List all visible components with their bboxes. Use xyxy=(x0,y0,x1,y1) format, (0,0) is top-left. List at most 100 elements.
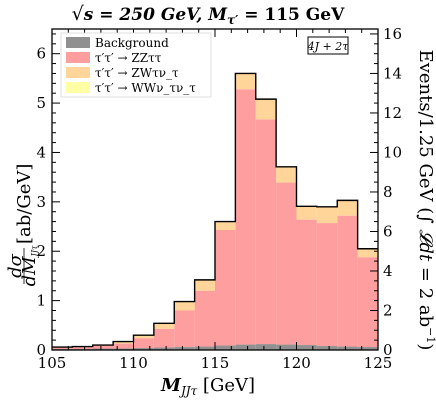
bar-2-11 xyxy=(276,166,297,183)
title-s: s = 250 GeV, M xyxy=(83,5,228,25)
bar-2-10 xyxy=(255,99,277,120)
bars-layer xyxy=(52,73,378,350)
y-axis-label-den-main: dM xyxy=(19,256,40,287)
y2-axis-label: Events/1.25 GeV (∫ 𝓛dt = 2 ab−1) xyxy=(415,50,436,351)
title-tail: = 115 GeV xyxy=(238,5,345,25)
y2-tick-label-0: 0 xyxy=(383,341,393,359)
x-tick-label-125: 125 xyxy=(364,354,393,372)
y-tick-label-2: 2 xyxy=(36,242,46,260)
y-axis-label-den: dMJJτ xyxy=(19,245,40,286)
bar-1-5 xyxy=(153,328,175,348)
channel-tag: 4J + 2τ xyxy=(307,36,350,55)
bar-1-10 xyxy=(255,119,277,345)
y-axis-label-num: dσ xyxy=(5,253,26,278)
channel-tag-box xyxy=(307,36,349,55)
bar-0-13 xyxy=(316,346,338,350)
bar-2-7 xyxy=(194,279,215,291)
x-tick-label-110: 110 xyxy=(119,354,148,372)
x-axis-label: MJJτ [GeV] xyxy=(160,375,255,398)
legend-swatch-1 xyxy=(66,52,90,63)
bar-1-7 xyxy=(194,290,215,347)
bar-1-9 xyxy=(235,89,256,345)
bar-1-13 xyxy=(316,223,338,347)
y2-tick-label-8: 8 xyxy=(383,183,393,201)
bar-0-6 xyxy=(174,347,195,350)
bar-1-12 xyxy=(296,219,317,346)
channel-tag-text: 4J + 2τ xyxy=(307,40,350,53)
bar-1-2 xyxy=(92,345,114,349)
bar-1-14 xyxy=(337,215,358,347)
y-tick-label-3: 3 xyxy=(36,193,46,211)
total-outline xyxy=(52,72,378,348)
x-tick-label-120: 120 xyxy=(282,354,311,372)
bar-1-1 xyxy=(72,347,93,350)
bar-1-11 xyxy=(276,182,297,345)
bar-0-7 xyxy=(194,346,215,350)
legend-swatch-0 xyxy=(66,37,90,48)
chart-title: √s = 250 GeV, Mτ′ = 115 GeV xyxy=(72,3,345,27)
bar-2-14 xyxy=(337,200,358,216)
y2-tick-label-6: 6 xyxy=(383,222,393,240)
bar-1-6 xyxy=(174,310,195,348)
plot-frame xyxy=(51,28,379,351)
title-sub: τ′ xyxy=(227,13,239,27)
bar-0-8 xyxy=(215,345,236,350)
bar-0-3 xyxy=(113,348,134,350)
bar-1-8 xyxy=(215,229,236,346)
y-axis-label-unit: [ab/GeV] xyxy=(14,164,35,244)
legend-label-2: τ′τ′ → ZWτν_τ xyxy=(95,66,179,80)
y2-axis-label-main: Events/1.25 GeV (∫ xyxy=(415,50,436,230)
bar-1-4 xyxy=(133,338,154,349)
y-axis-label-den-sub: JJτ xyxy=(30,245,39,258)
title-sqrt: √ xyxy=(72,3,85,25)
y2-tick-label-4: 4 xyxy=(383,262,393,280)
y2-tick-label-2: 2 xyxy=(383,301,393,319)
x-tick-label-115: 115 xyxy=(201,354,230,372)
y2-tick-label-10: 10 xyxy=(383,143,402,161)
legend-label-3: τ′τ′ → WWν_τν_τ xyxy=(95,81,196,95)
y2-tick-label-16: 16 xyxy=(383,25,402,43)
bar-2-15 xyxy=(357,248,378,258)
y-tick-label-0: 0 xyxy=(36,341,46,359)
bar-1-0 xyxy=(52,347,73,350)
bar-0-2 xyxy=(92,348,114,350)
bar-0-14 xyxy=(337,346,358,350)
bar-2-3 xyxy=(113,341,134,344)
bar-0-5 xyxy=(153,347,175,350)
outline-layer xyxy=(52,72,378,348)
y2-axis-label-sup: −1 xyxy=(424,327,436,343)
bar-2-12 xyxy=(296,206,317,220)
bar-2-8 xyxy=(215,221,236,230)
bar-0-11 xyxy=(276,344,297,350)
bar-0-9 xyxy=(235,344,256,350)
bar-2-5 xyxy=(153,323,175,329)
bar-1-3 xyxy=(113,343,134,349)
bar-2-4 xyxy=(133,335,154,339)
legend-swatch-3 xyxy=(66,82,90,93)
x-axis-label-unit: [GeV] xyxy=(197,375,255,396)
bar-0-15 xyxy=(357,347,378,350)
bar-2-13 xyxy=(316,206,338,224)
y2-axis-label-tail: = 2 ab xyxy=(415,261,436,327)
bar-0-10 xyxy=(255,344,277,350)
y2-axis-label-text: Events/1.25 GeV (∫ 𝓛dt = 2 ab−1) xyxy=(415,50,436,351)
bar-0-4 xyxy=(133,348,154,350)
y2-axis-label-lum: 𝓛dt xyxy=(415,229,436,262)
y-axis-label: dσ dMJJτ [ab/GeV] xyxy=(5,164,40,287)
y2-tick-label-14: 14 xyxy=(383,64,402,82)
bar-0-12 xyxy=(296,345,317,350)
x-tick-label-105: 105 xyxy=(38,354,67,372)
legend-label-0: Background xyxy=(95,36,169,50)
y-tick-label-1: 1 xyxy=(36,292,46,310)
y2-axis-label-close: ) xyxy=(415,343,436,350)
y-tick-label-5: 5 xyxy=(36,94,46,112)
y2-tick-label-12: 12 xyxy=(383,104,402,122)
x-axis-label-sub: JJτ xyxy=(178,384,198,398)
y-tick-label-4: 4 xyxy=(36,143,46,161)
bar-2-6 xyxy=(174,301,195,311)
legend-label-1: τ′τ′ → ZZττ xyxy=(95,51,162,65)
y-tick-label-6: 6 xyxy=(36,45,46,63)
